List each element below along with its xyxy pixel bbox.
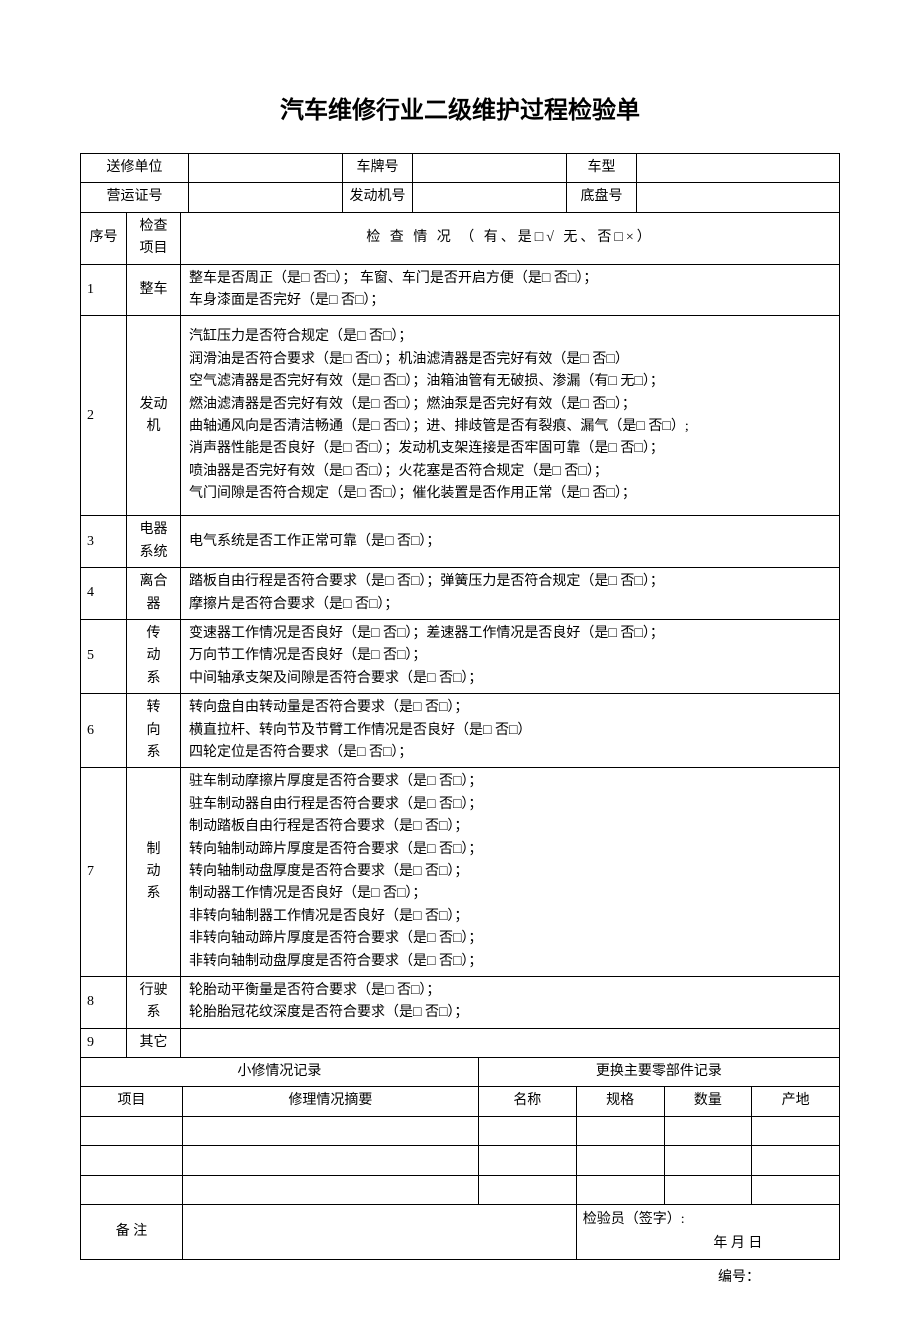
row-seq: 9 [81, 1028, 127, 1057]
value-engine[interactable] [413, 183, 567, 212]
row-seq: 2 [81, 316, 127, 516]
repair-cell[interactable] [478, 1175, 576, 1204]
row-seq: 8 [81, 976, 127, 1028]
inspection-row: 4离合器踏板自由行程是否符合要求（是□ 否□）；弹簧压力是否符合规定（是□ 否□… [81, 568, 840, 620]
row-seq: 1 [81, 264, 127, 316]
repair-cell[interactable] [664, 1175, 752, 1204]
signature-cell: 检验员（签字）: 年 月 日 [576, 1205, 839, 1260]
row-seq: 5 [81, 620, 127, 694]
repair-cell[interactable] [576, 1146, 664, 1175]
repair-cell[interactable] [81, 1175, 183, 1204]
repair-cell[interactable] [183, 1146, 479, 1175]
label-repair-unit: 送修单位 [81, 154, 189, 183]
inspection-row: 8行驶系轮胎动平衡量是否符合要求（是□ 否□）； 轮胎胎冠花纹深度是否符合要求（… [81, 976, 840, 1028]
inspection-row: 7制动系驻车制动摩擦片厚度是否符合要求（是□ 否□）； 驻车制动器自由行程是否符… [81, 768, 840, 977]
row-content [181, 1028, 840, 1057]
row-content: 变速器工作情况是否良好（是□ 否□）；差速器工作情况是否良好（是□ 否□）； 万… [181, 620, 840, 694]
inspection-row: 2发动机汽缸压力是否符合规定（是□ 否□）； 润滑油是否符合要求（是□ 否□）；… [81, 316, 840, 516]
repair-cell[interactable] [576, 1175, 664, 1204]
value-model[interactable] [637, 154, 840, 183]
row-item: 电器系统 [127, 516, 181, 568]
minor-repair-title: 小修情况记录 [81, 1058, 479, 1087]
repair-cell[interactable] [81, 1146, 183, 1175]
row-item: 离合器 [127, 568, 181, 620]
row-seq: 7 [81, 768, 127, 977]
parts-replace-title: 更换主要零部件记录 [478, 1058, 839, 1087]
col-status-header: 检 查 情 况 （ 有、是□√ 无、否□×） [181, 213, 840, 264]
repair-cell[interactable] [478, 1146, 576, 1175]
repair-cell[interactable] [664, 1146, 752, 1175]
page-title: 汽车维修行业二级维护过程检验单 [80, 90, 840, 125]
row-content: 转向盘自由转动量是否符合要求（是□ 否□）； 横直拉杆、转向节及节臂工作情况是否… [181, 694, 840, 768]
row-content: 驻车制动摩擦片厚度是否符合要求（是□ 否□）； 驻车制动器自由行程是否符合要求（… [181, 768, 840, 977]
value-chassis[interactable] [637, 183, 840, 212]
date-label: 年 月 日 [583, 1232, 833, 1256]
remarks-label: 备 注 [81, 1205, 183, 1260]
repair-col-4: 规格 [576, 1087, 664, 1116]
row-content: 汽缸压力是否符合规定（是□ 否□）； 润滑油是否符合要求（是□ 否□）；机油滤清… [181, 316, 840, 516]
header-row-2: 营运证号 发动机号 底盘号 [81, 183, 840, 212]
inspector-label: 检验员（签字）: [583, 1208, 833, 1232]
repair-cell[interactable] [576, 1116, 664, 1145]
row-item: 整车 [127, 264, 181, 316]
repair-cell[interactable] [183, 1116, 479, 1145]
label-engine: 发动机号 [343, 183, 413, 212]
col-item-header: 检查项目 [127, 213, 181, 264]
row-seq: 6 [81, 694, 127, 768]
row-content: 轮胎动平衡量是否符合要求（是□ 否□）； 轮胎胎冠花纹深度是否符合要求（是□ 否… [181, 976, 840, 1028]
repair-cell[interactable] [752, 1116, 840, 1145]
repair-cell[interactable] [752, 1146, 840, 1175]
repair-cell[interactable] [183, 1175, 479, 1204]
repair-cell[interactable] [81, 1116, 183, 1145]
row-item: 行驶系 [127, 976, 181, 1028]
row-seq: 4 [81, 568, 127, 620]
row-content: 电气系统是否工作正常可靠（是□ 否□）； [181, 516, 840, 568]
repair-data-row [81, 1146, 840, 1175]
label-plate: 车牌号 [343, 154, 413, 183]
row-content: 踏板自由行程是否符合要求（是□ 否□）；弹簧压力是否符合规定（是□ 否□）； 摩… [181, 568, 840, 620]
row-item: 制动系 [127, 768, 181, 977]
row-item: 其它 [127, 1028, 181, 1057]
inspection-row: 3电器系统电气系统是否工作正常可靠（是□ 否□）； [81, 516, 840, 568]
value-license[interactable] [189, 183, 343, 212]
repair-cell[interactable] [664, 1116, 752, 1145]
label-license: 营运证号 [81, 183, 189, 212]
repair-data-row [81, 1116, 840, 1145]
inspection-header-row: 序号 检查项目 检 查 情 况 （ 有、是□√ 无、否□×） [81, 213, 840, 264]
label-chassis: 底盘号 [567, 183, 637, 212]
document-number-label: 编号： [80, 1266, 840, 1286]
inspection-table: 序号 检查项目 检 查 情 况 （ 有、是□√ 无、否□×） 1整车整车是否周正… [80, 213, 840, 1058]
repair-col-5: 数量 [664, 1087, 752, 1116]
repair-cell[interactable] [478, 1116, 576, 1145]
row-item: 传动系 [127, 620, 181, 694]
row-seq: 3 [81, 516, 127, 568]
row-content: 整车是否周正（是□ 否□）； 车窗、车门是否开启方便（是□ 否□）； 车身漆面是… [181, 264, 840, 316]
row-item: 转向系 [127, 694, 181, 768]
inspection-row: 1整车整车是否周正（是□ 否□）； 车窗、车门是否开启方便（是□ 否□）； 车身… [81, 264, 840, 316]
value-plate[interactable] [413, 154, 567, 183]
row-item: 发动机 [127, 316, 181, 516]
repair-col-6: 产地 [752, 1087, 840, 1116]
remarks-row: 备 注 检验员（签字）: 年 月 日 [81, 1205, 840, 1260]
repair-col-3: 名称 [478, 1087, 576, 1116]
repair-title-row: 小修情况记录 更换主要零部件记录 [81, 1058, 840, 1087]
repair-table: 小修情况记录 更换主要零部件记录 项目 修理情况摘要 名称 规格 数量 产地 备… [80, 1058, 840, 1260]
repair-col-1: 项目 [81, 1087, 183, 1116]
col-seq-header: 序号 [81, 213, 127, 264]
inspection-row: 5传动系变速器工作情况是否良好（是□ 否□）；差速器工作情况是否良好（是□ 否□… [81, 620, 840, 694]
inspection-row: 6转向系转向盘自由转动量是否符合要求（是□ 否□）； 横直拉杆、转向节及节臂工作… [81, 694, 840, 768]
repair-col-2: 修理情况摘要 [183, 1087, 479, 1116]
label-model: 车型 [567, 154, 637, 183]
repair-cell[interactable] [752, 1175, 840, 1204]
repair-data-row [81, 1175, 840, 1204]
inspection-row: 9其它 [81, 1028, 840, 1057]
header-table: 送修单位 车牌号 车型 营运证号 发动机号 底盘号 [80, 153, 840, 213]
repair-header-row: 项目 修理情况摘要 名称 规格 数量 产地 [81, 1087, 840, 1116]
value-repair-unit[interactable] [189, 154, 343, 183]
remarks-content[interactable] [183, 1205, 577, 1260]
header-row-1: 送修单位 车牌号 车型 [81, 154, 840, 183]
